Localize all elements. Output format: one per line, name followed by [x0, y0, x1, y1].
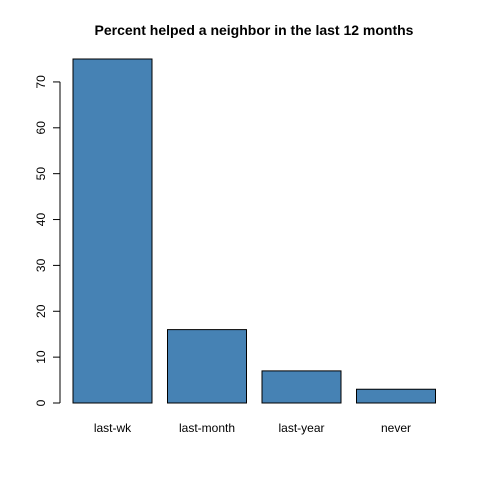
bars-group — [73, 59, 436, 403]
x-tick-label: last-year — [278, 421, 324, 435]
y-tick-label: 50 — [34, 167, 48, 181]
chart-title: Percent helped a neighbor in the last 12… — [95, 22, 414, 38]
y-tick-label: 0 — [34, 399, 48, 406]
x-tick-label: never — [381, 421, 411, 435]
x-axis-labels: last-wk last-month last-year never — [94, 421, 411, 435]
y-tick-label: 70 — [34, 75, 48, 89]
y-tick-label: 20 — [34, 304, 48, 318]
y-tick-label: 60 — [34, 121, 48, 135]
bar-last-month — [168, 330, 247, 403]
bar-last-wk — [73, 59, 152, 403]
y-tick-label: 10 — [34, 350, 48, 364]
x-tick-label: last-month — [179, 421, 235, 435]
bar-never — [357, 389, 436, 403]
x-tick-label: last-wk — [94, 421, 132, 435]
y-tick-label: 30 — [34, 258, 48, 272]
y-axis: 0 10 20 30 40 50 60 70 — [34, 75, 60, 406]
y-tick-label: 40 — [34, 213, 48, 227]
bar-last-year — [262, 371, 341, 403]
